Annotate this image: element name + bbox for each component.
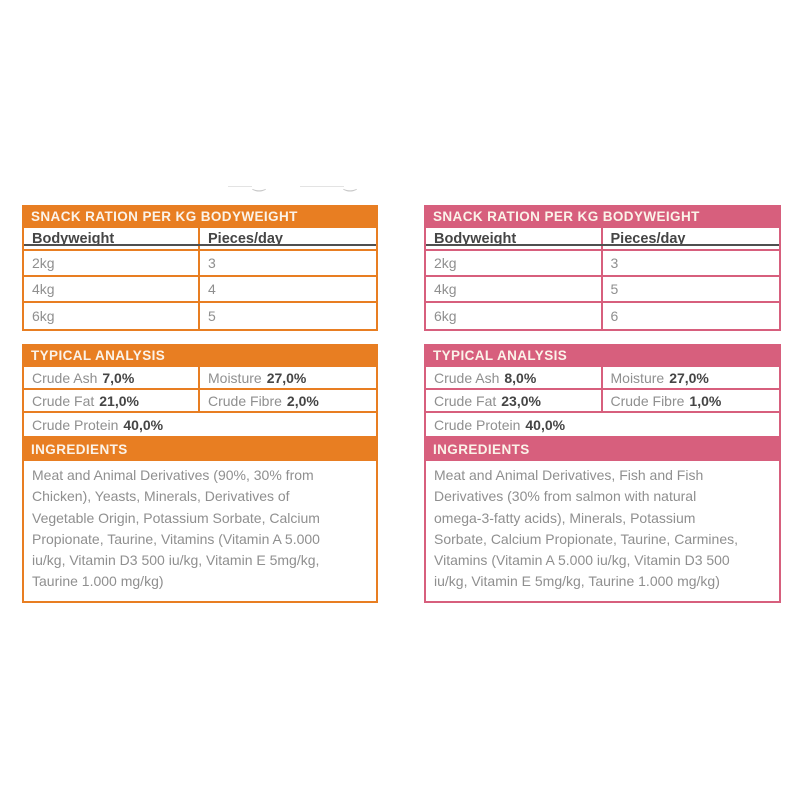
ingredients-text: Meat and Animal Derivatives (90%, 30% fr…	[22, 461, 378, 603]
bodyweight-column-header: Bodyweight	[426, 228, 603, 249]
analysis-row: Crude Protein 40,0%	[24, 413, 376, 436]
pieces-cell: 6	[610, 308, 619, 324]
pieces-cell: 5	[610, 281, 619, 297]
analysis-label: Crude Fibre	[610, 392, 685, 409]
analysis-value: 27,0%	[266, 369, 307, 386]
analysis-label: Crude Fat	[434, 392, 497, 409]
product-panel-pink: SNACK RATION PER KG BODYWEIGHT Bodyweigh…	[424, 205, 781, 603]
bodyweight-cell: 6kg	[24, 303, 200, 329]
analysis-title-bar: TYPICAL ANALYSIS	[424, 344, 781, 367]
bodyweight-cell: 4kg	[24, 277, 200, 301]
bodyweight-cell: 2kg	[426, 251, 603, 275]
analysis-cell-crude-ash: Crude Ash 8,0%	[426, 367, 603, 388]
analysis-label: Moisture	[610, 369, 665, 386]
analysis-title-bar: TYPICAL ANALYSIS	[22, 344, 378, 367]
bodyweight-cell: 2kg	[24, 251, 200, 275]
analysis-value: 8,0%	[504, 369, 537, 386]
analysis-label: Crude Ash	[434, 369, 500, 386]
analysis-value: 40,0%	[525, 416, 566, 433]
analysis-cell-moisture: Moisture 27,0%	[200, 367, 376, 388]
spacer	[424, 331, 781, 344]
stray-mark: ‿	[253, 175, 266, 192]
analysis-row: Crude Ash 7,0% Moisture 27,0%	[24, 367, 376, 390]
analysis-table: Crude Ash 8,0% Moisture 27,0% Crude Fat …	[424, 367, 781, 438]
analysis-row: Crude Fat 23,0% Crude Fibre 1,0%	[426, 390, 779, 413]
analysis-cell-crude-fat: Crude Fat 21,0%	[24, 390, 200, 411]
bodyweight-cell: 6kg	[426, 303, 603, 329]
pieces-cell: 3	[610, 255, 619, 271]
ration-header-row: Bodyweight Pieces/day	[426, 228, 779, 251]
pieces-cell: 5	[208, 308, 216, 324]
analysis-label: Crude Fat	[32, 392, 95, 409]
pieces-column-header: Pieces/day	[610, 230, 686, 247]
ration-title-bar: SNACK RATION PER KG BODYWEIGHT	[22, 205, 378, 228]
analysis-label: Crude Protein	[434, 416, 521, 433]
ration-table: Bodyweight Pieces/day 2kg 3 4kg 5 6kg 6	[424, 228, 781, 331]
product-panel-orange: SNACK RATION PER KG BODYWEIGHT Bodyweigh…	[22, 205, 378, 603]
ingredients-title-bar: INGREDIENTS	[424, 438, 781, 461]
analysis-cell-crude-fibre: Crude Fibre 2,0%	[200, 390, 376, 411]
analysis-cell-crude-protein: Crude Protein 40,0%	[24, 413, 376, 436]
pieces-column-header: Pieces/day	[208, 230, 283, 247]
analysis-cell-crude-fat: Crude Fat 23,0%	[426, 390, 603, 411]
ration-header-row: Bodyweight Pieces/day	[24, 228, 376, 251]
analysis-value: 27,0%	[669, 369, 709, 386]
analysis-label: Crude Ash	[32, 369, 98, 386]
table-row: 4kg 4	[24, 277, 376, 303]
table-row: 2kg 3	[24, 251, 376, 277]
pieces-cell: 3	[208, 255, 216, 271]
analysis-row: Crude Ash 8,0% Moisture 27,0%	[426, 367, 779, 390]
analysis-cell-crude-fibre: Crude Fibre 1,0%	[603, 390, 780, 411]
analysis-value: 2,0%	[286, 392, 319, 409]
analysis-cell-crude-protein: Crude Protein 40,0%	[426, 413, 779, 436]
analysis-value: 40,0%	[123, 416, 164, 433]
ingredients-title-bar: INGREDIENTS	[22, 438, 378, 461]
bodyweight-cell: 4kg	[426, 277, 603, 301]
spacer	[22, 331, 378, 344]
analysis-value: 7,0%	[102, 369, 135, 386]
analysis-value: 23,0%	[501, 392, 541, 409]
ration-table: Bodyweight Pieces/day 2kg 3 4kg 4 6kg 5	[22, 228, 378, 331]
analysis-cell-crude-ash: Crude Ash 7,0%	[24, 367, 200, 388]
stray-line	[228, 186, 252, 187]
stray-mark: ‿	[344, 175, 357, 192]
stray-line	[300, 186, 344, 187]
ration-title-bar: SNACK RATION PER KG BODYWEIGHT	[424, 205, 781, 228]
table-row: 2kg 3	[426, 251, 779, 277]
analysis-value: 1,0%	[689, 392, 722, 409]
analysis-table: Crude Ash 7,0% Moisture 27,0% Crude Fat …	[22, 367, 378, 438]
pieces-cell: 4	[208, 281, 216, 297]
analysis-cell-moisture: Moisture 27,0%	[603, 367, 780, 388]
analysis-row: Crude Protein 40,0%	[426, 413, 779, 436]
bodyweight-column-header: Bodyweight	[24, 228, 200, 249]
table-row: 4kg 5	[426, 277, 779, 303]
table-row: 6kg 6	[426, 303, 779, 329]
table-row: 6kg 5	[24, 303, 376, 329]
analysis-row: Crude Fat 21,0% Crude Fibre 2,0%	[24, 390, 376, 413]
analysis-label: Moisture	[208, 369, 262, 386]
ingredients-text: Meat and Animal Derivatives, Fish and Fi…	[424, 461, 781, 603]
analysis-label: Crude Fibre	[208, 392, 282, 409]
analysis-value: 21,0%	[99, 392, 139, 409]
analysis-label: Crude Protein	[32, 416, 119, 433]
